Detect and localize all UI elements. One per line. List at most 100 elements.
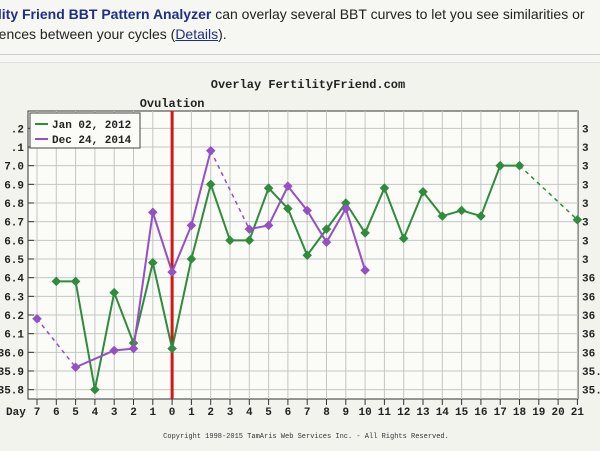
series-layer — [32, 145, 583, 395]
data-point — [360, 265, 370, 276]
data-point — [321, 237, 332, 248]
x-tick-label: 5 — [72, 407, 79, 419]
series-segment — [267, 185, 289, 226]
y-tick-label: 6.5 — [4, 255, 24, 267]
y-axis-labels: .2 .1 7.0 6.9 6.8 6.7 6.6 6.5 6.4 6.3 6.2 6.1 36.0 35… — [0, 124, 24, 397]
x-tick-label: 3 — [227, 407, 234, 419]
data-point — [360, 228, 370, 238]
series-segment — [383, 187, 405, 239]
y-tick-label: .1 — [11, 143, 25, 155]
intro-text: ility Friend BBT Pattern Analyzer can ov… — [0, 4, 600, 44]
series-segment — [132, 212, 154, 349]
analyzer-title: ility Friend BBT Pattern Analyzer — [0, 6, 212, 22]
x-tick-label: 14 — [436, 407, 450, 419]
series-1 — [32, 145, 370, 373]
right-tick-label: 36 — [582, 348, 595, 360]
chart-title: Overlay FertilityFriend.com — [211, 78, 405, 92]
data-point — [263, 220, 274, 231]
series-segment — [306, 228, 328, 256]
data-point — [283, 181, 293, 192]
y-tick-label: 6.4 — [4, 274, 24, 286]
x-tick-label: 1 — [188, 407, 195, 419]
x-tick-label: 6 — [285, 407, 292, 419]
grid-lines — [28, 111, 578, 405]
data-point — [128, 343, 139, 354]
right-tick-label: 36 — [582, 274, 595, 286]
data-point — [147, 257, 158, 268]
series-segment — [74, 281, 96, 390]
series-segment — [151, 212, 174, 273]
data-point — [186, 220, 197, 231]
x-tick-label: 13 — [416, 407, 430, 419]
series-segment — [306, 209, 328, 243]
x-tick-label: 19 — [532, 407, 545, 419]
y-tick-label: 6.6 — [4, 236, 24, 248]
right-tick-label: 35. — [582, 386, 600, 398]
data-point — [514, 160, 525, 171]
series-segment — [171, 258, 193, 349]
series-segment — [209, 184, 231, 241]
data-point — [244, 224, 255, 234]
data-point — [225, 235, 235, 246]
data-point — [379, 183, 390, 193]
x-tick-label: 9 — [342, 407, 349, 419]
y-tick-label: 35.9 — [0, 367, 24, 379]
series-gap-segment — [36, 318, 77, 368]
x-tick-label: 18 — [513, 407, 527, 419]
data-point — [456, 205, 467, 216]
x-tick-label: 15 — [455, 407, 469, 419]
right-tick-label: 36 — [582, 292, 595, 304]
data-point — [109, 287, 120, 298]
data-point — [263, 183, 274, 193]
data-point — [90, 384, 100, 395]
data-point — [302, 250, 313, 261]
data-point — [70, 362, 81, 373]
data-point — [147, 207, 158, 218]
data-point — [205, 145, 216, 156]
data-point — [186, 254, 197, 264]
legend-label-jan-2012: Jan 02, 2012 — [52, 120, 131, 132]
details-link[interactable]: Details — [175, 26, 219, 42]
intro-text-part1: can overlay several BBT curves to let yo… — [211, 6, 585, 22]
x-tick-label: 4 — [92, 407, 99, 419]
x-tick-label: 8 — [323, 407, 330, 419]
data-point — [572, 214, 583, 225]
right-tick-label: 3 — [582, 180, 589, 192]
series-segment — [151, 262, 174, 349]
x-tick-label: 3 — [111, 407, 118, 419]
y-tick-label: 6.7 — [4, 218, 24, 230]
right-tick-label: 36 — [582, 311, 595, 323]
y-tick-label: 6.2 — [4, 311, 24, 323]
right-tick-label: 3 — [582, 218, 589, 230]
right-tick-label: 35. — [582, 367, 600, 379]
data-point — [321, 224, 332, 234]
right-tick-label: 3 — [582, 236, 589, 248]
y-tick-label: 6.3 — [4, 292, 24, 304]
data-point — [283, 203, 293, 214]
series-segment — [422, 191, 444, 217]
x-tick-label: 21 — [571, 407, 585, 419]
right-tick-label: 3 — [582, 255, 589, 267]
series-segment — [286, 208, 309, 256]
x-tick-label: 17 — [494, 407, 507, 419]
series-gap-segment — [210, 150, 250, 230]
right-tick-label: 3 — [582, 124, 589, 136]
right-tick-label: 3 — [582, 162, 589, 174]
x-axis-labels: 7 6 5 4 3 2 1 0 1 2 3 4 5 6 7 8 9 10 11 12 13 14 15 16 17 18 19 20 2… — [34, 407, 585, 419]
right-tick-label: 3 — [582, 199, 589, 211]
data-point — [495, 160, 506, 171]
x-tick-label: 10 — [358, 407, 371, 419]
x-tick-label: 12 — [397, 407, 410, 419]
data-point — [340, 203, 351, 214]
x-tick-label: 1 — [149, 407, 156, 419]
x-tick-label: 7 — [304, 407, 311, 419]
data-point — [302, 205, 313, 216]
legend-label-dec-2014: Dec 24, 2014 — [52, 135, 132, 147]
ovulation-label: Ovulation — [140, 97, 205, 111]
series-segment — [93, 292, 116, 390]
intro-text-part3: ). — [218, 26, 227, 42]
data-point — [418, 186, 428, 197]
data-point — [70, 276, 81, 287]
data-point — [205, 179, 216, 190]
series-segment — [190, 150, 212, 226]
